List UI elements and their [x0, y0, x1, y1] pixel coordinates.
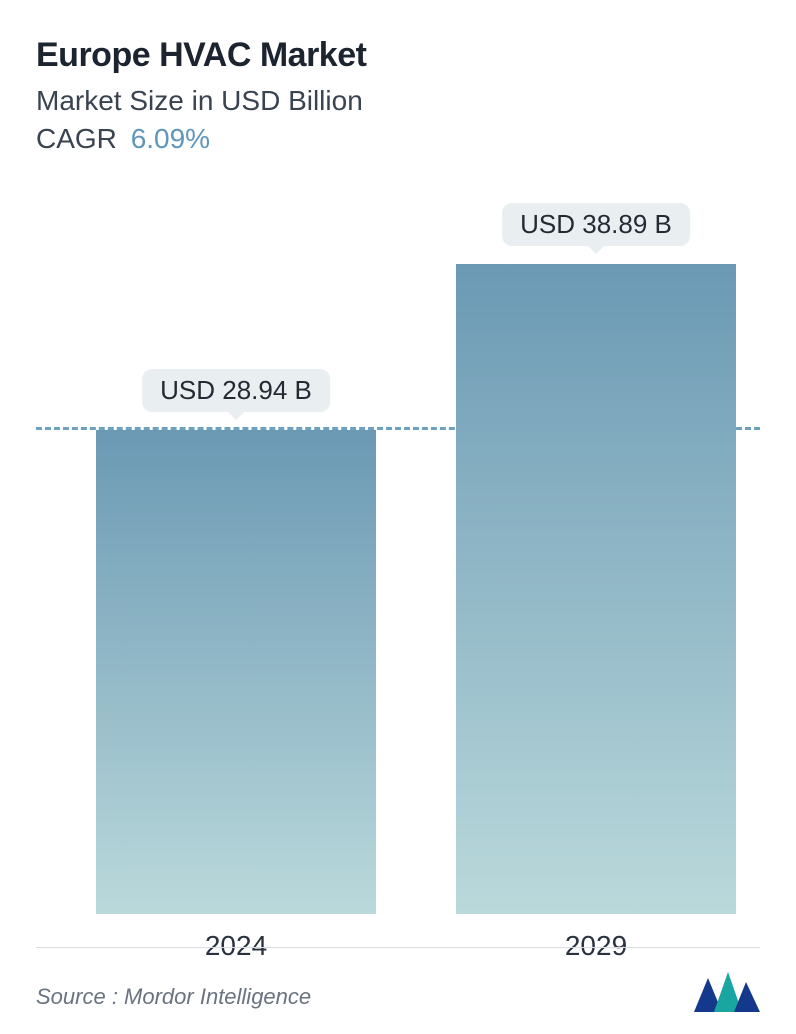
source-text: Source : Mordor Intelligence: [36, 984, 311, 1010]
chart-subtitle: Market Size in USD Billion: [36, 85, 760, 117]
chart-card: Europe HVAC Market Market Size in USD Bi…: [0, 0, 796, 1034]
value-label-2024: USD 28.94 B: [142, 369, 330, 412]
chart-footer: Source : Mordor Intelligence: [36, 947, 760, 1012]
cagr-label: CAGR: [36, 123, 117, 154]
chart-plot-area: USD 28.94 B2024USD 38.89 B2029: [36, 210, 760, 914]
bar-2024: [96, 430, 376, 914]
cagr-line: CAGR 6.09%: [36, 123, 760, 155]
chart-title: Europe HVAC Market: [36, 36, 760, 75]
mordor-logo-icon: [694, 972, 760, 1012]
value-label-2029: USD 38.89 B: [502, 203, 690, 246]
cagr-value: 6.09%: [131, 123, 210, 154]
bar-2029: [456, 264, 736, 914]
